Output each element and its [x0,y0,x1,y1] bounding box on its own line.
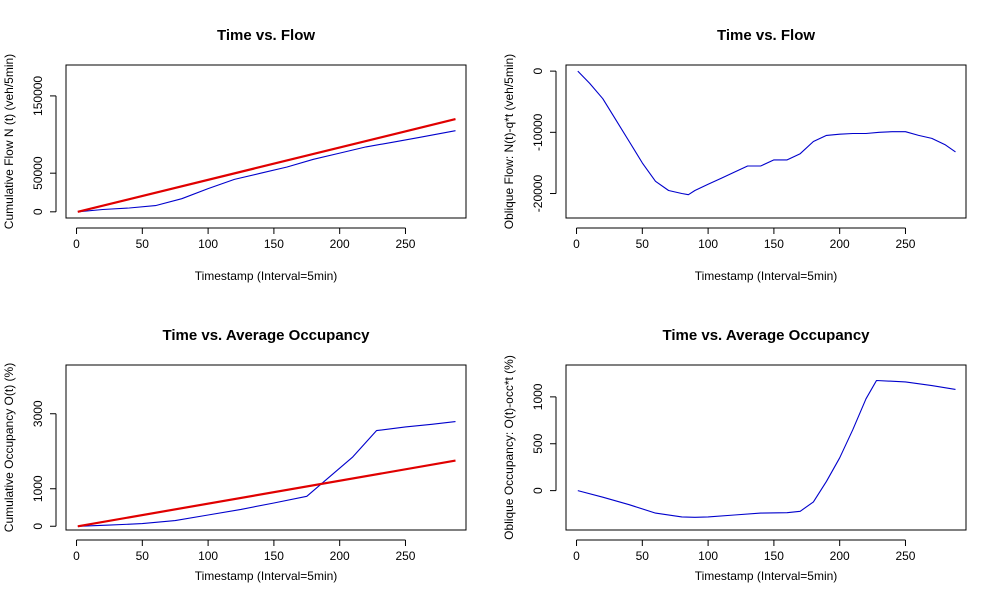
chart-title: Time vs. Flow [717,27,815,44]
x-tick-label: 0 [73,549,80,563]
x-tick-label: 50 [636,237,650,251]
x-tick-label: 50 [636,549,650,563]
plot-frame [565,364,967,531]
x-tick-label: 50 [136,237,150,251]
chart-panel-2: Time vs. Flow 0 50 100 150 200 250 0 -10000 -2000… [502,27,967,283]
y-axis-label: Oblique Flow: N(t)-q*t (veh/5min) [502,54,516,229]
chart-panel-1: Time vs. Flow 0 50 100 150 200 250 0 50000 150000… [2,27,467,283]
plot-frame [65,64,467,219]
plot-frame [65,364,467,531]
x-tick-label: 150 [264,549,284,563]
x-tick-label: 250 [895,237,915,251]
series-line [577,70,956,196]
y-tick-label: 1000 [31,475,45,502]
y-axis-label: Cumulative Flow N (t) (veh/5min) [2,54,16,229]
x-tick-label: 100 [198,549,218,563]
x-tick-label: 200 [330,549,350,563]
plot-frame [565,64,967,219]
chart-title: Time vs. Average Occupancy [662,327,870,344]
x-tick-label: 100 [698,549,718,563]
y-tick-label: 50000 [31,156,45,190]
x-tick-label: 200 [830,549,850,563]
x-tick-label: 100 [698,237,718,251]
x-tick-label: 200 [330,237,350,251]
x-tick-label: 50 [136,549,150,563]
chart-title: Time vs. Average Occupancy [162,327,370,344]
y-tick-label: -20000 [531,175,545,213]
reference-line [77,459,456,528]
y-tick-label: 150000 [31,76,45,116]
series-line [77,130,456,213]
x-tick-label: 250 [395,237,415,251]
x-tick-label: 150 [764,237,784,251]
y-tick-label: -10000 [531,113,545,151]
x-tick-label: 200 [830,237,850,251]
chart-panel-3: Time vs. Average Occupancy 0 50 100 150 200 25… [2,327,467,583]
x-tick-label: 150 [264,237,284,251]
series-line [577,379,956,518]
y-tick-label: 0 [31,523,45,530]
x-tick-label: 150 [764,549,784,563]
y-tick-label: 1000 [531,383,545,410]
x-axis-label: Timestamp (Interval=5min) [695,569,838,583]
x-tick-label: 250 [395,549,415,563]
y-tick-label: 0 [31,208,45,215]
y-tick-label: 500 [531,433,545,453]
x-tick-label: 0 [573,549,580,563]
chart-title: Time vs. Flow [217,27,315,44]
y-tick-label: 0 [531,487,545,494]
chart-panel-4: Time vs. Average Occupancy 0 50 100 150 200 25… [502,327,967,583]
y-tick-label: 0 [531,67,545,74]
y-axis-label: Oblique Occupancy: O(t)-occ*t (%) [502,355,516,540]
x-tick-label: 0 [73,237,80,251]
y-axis-label: Cumulative Occupancy O(t) (%) [2,363,16,532]
series-line [77,421,456,527]
x-tick-label: 100 [198,237,218,251]
x-tick-label: 250 [895,549,915,563]
x-tick-label: 0 [573,237,580,251]
y-tick-label: 3000 [31,400,45,427]
x-axis-label: Timestamp (Interval=5min) [195,569,338,583]
reference-line [77,118,456,213]
x-axis-label: Timestamp (Interval=5min) [195,269,338,283]
x-axis-label: Timestamp (Interval=5min) [695,269,838,283]
